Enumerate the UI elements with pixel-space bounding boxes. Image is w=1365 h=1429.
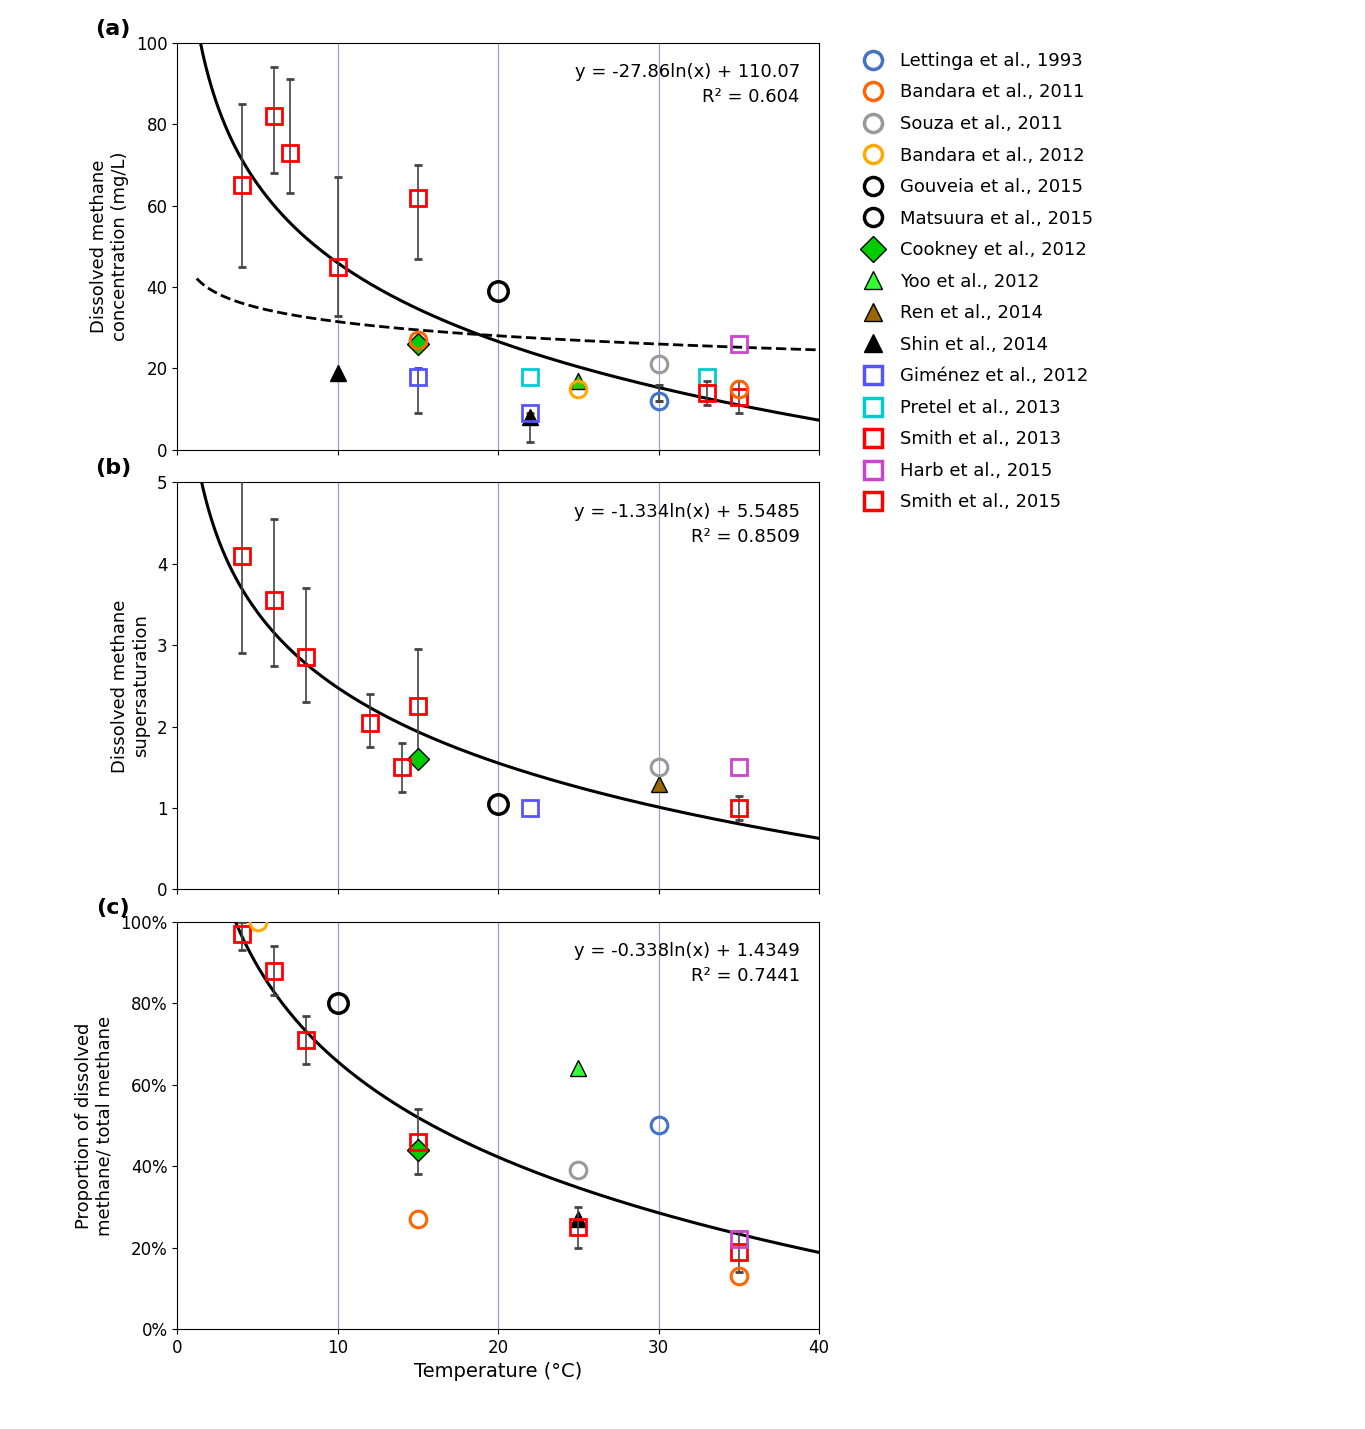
X-axis label: Temperature (°C): Temperature (°C) [414,1362,583,1382]
Y-axis label: Proportion of dissolved
methane/ total methane: Proportion of dissolved methane/ total m… [75,1016,113,1236]
Y-axis label: Dissolved methane
supersaturation: Dissolved methane supersaturation [112,599,150,773]
Y-axis label: Dissolved methane
concentration (mg/L): Dissolved methane concentration (mg/L) [90,151,130,342]
Text: (c): (c) [97,897,130,917]
Text: y = -0.338ln(x) + 1.4349
R² = 0.7441: y = -0.338ln(x) + 1.4349 R² = 0.7441 [575,942,800,986]
Text: (b): (b) [96,459,131,479]
Text: y = -27.86ln(x) + 110.07
R² = 0.604: y = -27.86ln(x) + 110.07 R² = 0.604 [575,63,800,106]
Text: (a): (a) [96,19,131,39]
Legend: Lettinga et al., 1993, Bandara et al., 2011, Souza et al., 2011, Bandara et al.,: Lettinga et al., 1993, Bandara et al., 2… [856,51,1093,512]
Text: y = -1.334ln(x) + 5.5485
R² = 0.8509: y = -1.334ln(x) + 5.5485 R² = 0.8509 [573,503,800,546]
